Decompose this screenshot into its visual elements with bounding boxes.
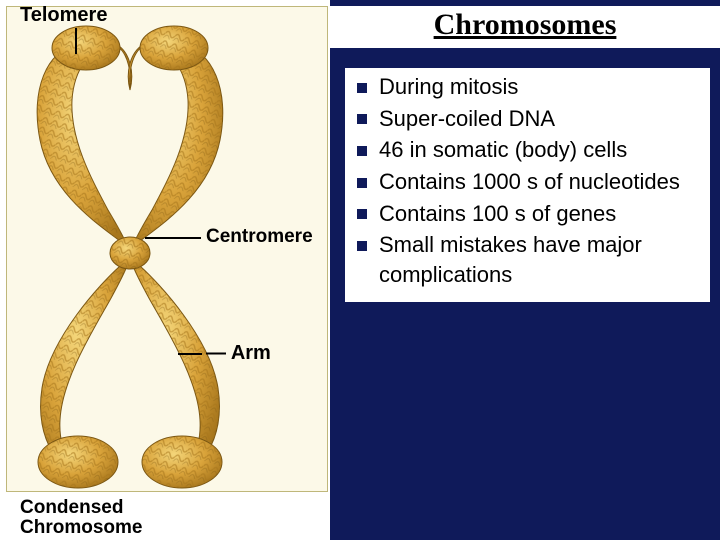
label-telomere: Telomere [20, 4, 107, 27]
bullet-text: Contains 1000 s of nucleotides [379, 169, 680, 194]
list-item: 46 in somatic (body) cells [349, 135, 704, 165]
leader-telomere [75, 28, 77, 54]
bullet-text: Super-coiled DNA [379, 106, 555, 131]
chromatid-top-left [37, 26, 132, 255]
chromatid-bottom-right [130, 255, 222, 488]
list-item: Super-coiled DNA [349, 104, 704, 134]
bullet-text: During mitosis [379, 74, 518, 99]
caption-line-2: Chromosome [20, 517, 142, 538]
slide-title: Chromosomes [330, 6, 720, 48]
chromatid-bottom-left [38, 255, 130, 488]
list-item: Small mistakes have major complications [349, 230, 704, 289]
list-item: During mitosis [349, 72, 704, 102]
figure-panel: Telomere Centromere — Arm Condensed Chro… [0, 0, 340, 540]
slide: Telomere Centromere — Arm Condensed Chro… [0, 0, 720, 540]
chromosome-illustration [12, 20, 312, 490]
figure-caption: Condensed Chromosome [20, 498, 142, 538]
leader-arm [178, 353, 202, 355]
bullet-text: Contains 100 s of genes [379, 201, 616, 226]
bullet-text: Small mistakes have major complications [379, 232, 642, 287]
label-centromere: Centromere [206, 226, 313, 248]
centromere [110, 237, 150, 269]
list-item: Contains 1000 s of nucleotides [349, 167, 704, 197]
list-item: Contains 100 s of genes [349, 199, 704, 229]
leader-centromere-tick [199, 237, 201, 238]
bullet-text: 46 in somatic (body) cells [379, 137, 627, 162]
chromatid-top-right [128, 26, 222, 255]
caption-line-1: Condensed [20, 497, 123, 518]
leader-centromere [145, 237, 201, 239]
bullet-list: During mitosis Super-coiled DNA 46 in so… [345, 68, 710, 302]
label-arm: Arm [231, 342, 271, 364]
